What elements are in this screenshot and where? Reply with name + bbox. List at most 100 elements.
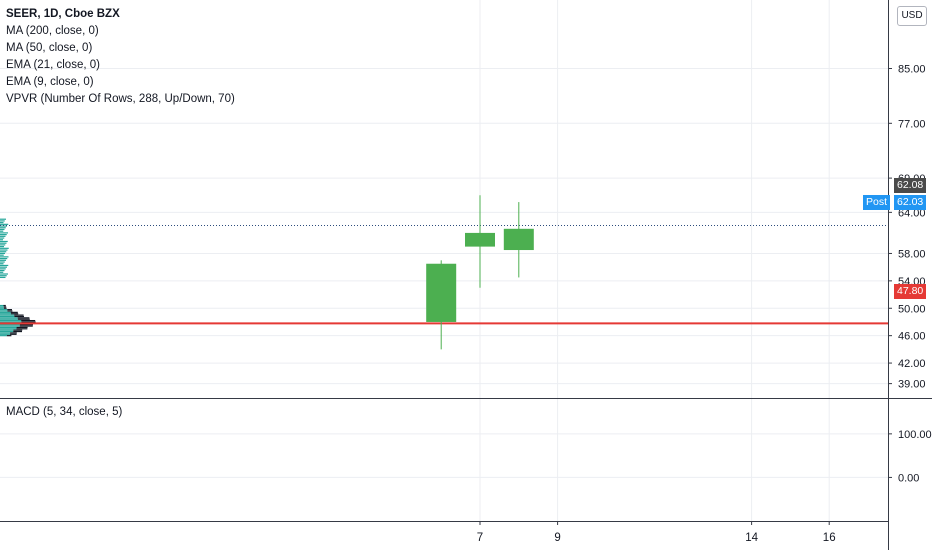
vp-bar xyxy=(0,269,5,272)
vp-bar xyxy=(0,220,5,222)
candle-body[interactable] xyxy=(503,228,534,251)
vp-bar xyxy=(0,254,4,256)
time-axis[interactable]: 79141621 xyxy=(477,521,932,544)
y-tick-label: 58.00 xyxy=(898,248,926,260)
vp-bar xyxy=(0,223,9,225)
vp-bar xyxy=(0,234,7,236)
vp-bar xyxy=(0,333,10,335)
vp-bar xyxy=(10,311,18,313)
vp-bar xyxy=(0,321,22,323)
vp-bar xyxy=(10,313,19,315)
vp-bar xyxy=(14,315,24,318)
macd-price-axis[interactable]: 100.00 0.00 xyxy=(888,429,932,485)
vp-bar xyxy=(14,314,24,316)
vp-bar xyxy=(0,326,17,329)
vp-bar xyxy=(7,310,13,312)
candles-group xyxy=(426,195,534,350)
legend-ema-9[interactable]: EMA (9, close, 0) xyxy=(6,76,94,88)
vp-bar xyxy=(16,326,28,329)
vp-bar xyxy=(0,256,9,258)
legend-ema-21[interactable]: EMA (21, close, 0) xyxy=(6,59,100,71)
y-tick-label: 42.00 xyxy=(898,358,926,370)
vp-bar xyxy=(0,268,6,270)
vp-bar xyxy=(0,225,7,227)
vp-bar xyxy=(0,252,5,255)
vp-bar xyxy=(0,239,3,241)
vp-bar xyxy=(13,330,22,333)
price-axis[interactable]: 85.0077.0069.0064.0058.0054.0050.0046.00… xyxy=(888,64,926,391)
vp-bar xyxy=(0,240,8,243)
y-tick-label: 46.00 xyxy=(898,331,926,343)
vp-bar xyxy=(3,306,7,308)
vp-bar xyxy=(0,259,6,261)
vp-bar xyxy=(0,275,7,277)
vp-bar xyxy=(6,335,12,337)
vp-bar xyxy=(0,227,6,229)
vp-bar xyxy=(0,311,11,313)
vp-bar xyxy=(0,251,7,253)
red-line-price-badge: 47.80 xyxy=(894,284,927,299)
vp-bar xyxy=(0,310,8,312)
vp-bar xyxy=(0,271,4,273)
vp-bar xyxy=(0,266,7,268)
vp-bar xyxy=(3,307,7,309)
vp-bar xyxy=(0,261,5,263)
candle-body[interactable] xyxy=(465,232,495,247)
last-price-badge: 62.08 xyxy=(894,178,927,193)
vp-bar xyxy=(0,249,8,251)
y-tick-label: 64.00 xyxy=(898,207,926,219)
vp-bar xyxy=(0,318,18,320)
x-tick-label: 14 xyxy=(745,532,758,544)
candle-body[interactable] xyxy=(426,263,457,322)
vp-bar xyxy=(0,329,14,331)
vp-bar xyxy=(0,242,7,244)
currency-button[interactable]: USD xyxy=(897,6,927,26)
vp-bar xyxy=(0,306,4,308)
vp-bar xyxy=(17,318,30,320)
vp-bar xyxy=(0,304,4,307)
vp-bar xyxy=(0,237,5,239)
x-tick-label: 9 xyxy=(554,532,560,544)
legend-symbol[interactable]: SEER, 1D, Cboe BZX xyxy=(6,8,120,20)
vp-bar xyxy=(0,230,4,232)
post-label-badge: Post xyxy=(863,195,891,210)
vp-bar xyxy=(0,335,7,337)
macd-legend[interactable]: MACD (5, 34, close, 5) xyxy=(6,406,123,418)
vp-bar xyxy=(9,333,17,335)
vp-bar xyxy=(0,328,17,330)
post-price-badge: 62.03 xyxy=(894,195,927,210)
vp-bar xyxy=(0,332,11,334)
vp-bar xyxy=(0,325,20,327)
macd-pane-grid xyxy=(0,433,888,478)
vp-bar xyxy=(0,315,15,318)
legend-ma-50[interactable]: MA (50, close, 0) xyxy=(6,42,93,54)
vp-bar xyxy=(0,218,6,220)
main-legend: SEER, 1D, Cboe BZX MA (200, close, 0) MA… xyxy=(6,6,235,108)
vp-bar xyxy=(21,319,36,322)
vp-bar xyxy=(7,309,12,311)
volume-profile xyxy=(0,218,39,337)
vp-bar xyxy=(0,319,22,322)
vp-bar xyxy=(17,317,30,319)
y-tick-label: 85.00 xyxy=(898,64,926,76)
legend-ma-200[interactable]: MA (200, close, 0) xyxy=(6,25,99,37)
vp-bar xyxy=(0,324,20,326)
macd-y-tick-label: 0.00 xyxy=(898,472,919,484)
vp-bar xyxy=(0,235,6,237)
y-tick-label: 77.00 xyxy=(898,118,926,130)
legend-vpvr[interactable]: VPVR (Number Of Rows, 288, Up/Down, 70) xyxy=(6,93,235,105)
vp-bar xyxy=(0,228,5,231)
vp-bar xyxy=(0,276,6,279)
vp-bar xyxy=(13,329,23,331)
vp-bar xyxy=(0,232,8,234)
vp-bar xyxy=(0,317,18,319)
vp-bar xyxy=(0,263,4,265)
vp-bar xyxy=(0,257,8,260)
vp-bar xyxy=(19,324,33,326)
vp-bar xyxy=(0,273,8,275)
vp-bar xyxy=(0,307,4,309)
x-tick-label: 16 xyxy=(823,532,836,544)
vp-bar xyxy=(21,321,36,323)
y-tick-label: 39.00 xyxy=(898,379,926,391)
